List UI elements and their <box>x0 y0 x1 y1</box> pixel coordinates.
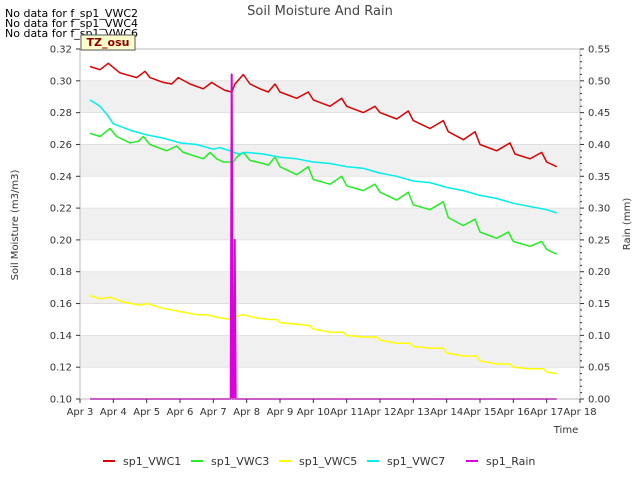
legend-label-sp1_Rain: sp1_Rain <box>486 455 535 468</box>
series-line-sp1_VWC1 <box>89 62 558 168</box>
x-tick-label: Apr 3 <box>67 407 94 418</box>
timezone-label: TZ_osu <box>87 36 130 49</box>
grid-band <box>80 367 580 399</box>
grid-bands <box>80 48 580 400</box>
no-data-notice-vwc2: No data for f_sp1_VWC2 <box>5 7 139 20</box>
x-tick-label: Apr 4 <box>100 407 127 418</box>
grid-band <box>80 239 580 272</box>
x-tick-label: Apr 14 <box>430 407 463 418</box>
legend-label-sp1_VWC7: sp1_VWC7 <box>387 455 445 468</box>
no-data-notice-vwc4: No data for f_sp1_VWC4 <box>5 17 139 30</box>
x-tick-label: Apr 13 <box>397 407 430 418</box>
y2-tick-label: 0.40 <box>588 140 610 151</box>
x-tick-label: Apr 17 <box>530 407 563 418</box>
x-tick-label: Apr 16 <box>497 407 530 418</box>
y2-axis-title: Rain (mm) <box>622 198 633 251</box>
x-tick-label: Apr 8 <box>233 407 260 418</box>
series-line-sp1_VWC7 <box>89 99 557 214</box>
grid-band <box>80 80 580 113</box>
series-line-sp1_VWC5 <box>89 294 557 375</box>
y-tick-label: 0.16 <box>50 299 72 310</box>
legend-label-sp1_VWC1: sp1_VWC1 <box>123 455 181 468</box>
y2-tick-label: 0.10 <box>588 331 610 342</box>
x-tick-label: Apr 11 <box>330 407 363 418</box>
plot-frame <box>79 48 581 400</box>
grid-band <box>80 208 580 240</box>
x-tick-label: Apr 10 <box>297 407 330 418</box>
grid-band <box>80 49 580 81</box>
y-axis-left: 0.10 0.12 0.14 0.16 0.18 0.20 0.22 0.24 0.26 0.28… <box>50 45 80 406</box>
y-tick-label: 0.10 <box>50 395 72 406</box>
y2-tick-label: 0.45 <box>588 108 610 119</box>
y2-tick-label: 0.25 <box>588 235 610 246</box>
y-tick-label: 0.30 <box>50 76 72 87</box>
grid-band <box>80 112 580 145</box>
y-axis-right: 0.00 0.05 0.10 0.15 0.20 0.25 0.30 0.35 0.40 0.45… <box>580 45 610 406</box>
grid-band <box>80 144 580 177</box>
grid-band <box>80 176 580 209</box>
y2-tick-label: 0.05 <box>588 363 610 374</box>
y2-tick-label: 0.50 <box>588 76 610 87</box>
legend-label-sp1_VWC5: sp1_VWC5 <box>299 455 357 468</box>
y2-tick-label: 0.55 <box>588 45 610 56</box>
y2-tick-label: 0.35 <box>588 172 610 183</box>
x-axis: Apr 3 Apr 4 Apr 5 Apr 6 Apr 7 Apr 8 Apr 9 Apr 1… <box>67 399 597 418</box>
y-tick-label: 0.20 <box>50 235 72 246</box>
y-tick-label: 0.26 <box>50 140 72 151</box>
x-tick-label: Apr 12 <box>363 407 396 418</box>
y-tick-label: 0.22 <box>50 204 72 215</box>
grid-band <box>80 271 580 304</box>
series-line-sp1_VWC3 <box>89 127 558 255</box>
y2-tick-label: 0.30 <box>588 204 610 215</box>
legend: sp1_VWC1 sp1_VWC3 sp1_VWC5 sp1_VWC7 sp1_Rain <box>103 455 535 468</box>
x-tick-label: Apr 18 <box>563 407 596 418</box>
y2-tick-label: 0.20 <box>588 267 610 278</box>
y-tick-label: 0.32 <box>50 45 72 56</box>
x-axis-title: Time <box>553 425 578 436</box>
y-tick-label: 0.28 <box>50 108 72 119</box>
y-tick-label: 0.24 <box>50 172 72 183</box>
y2-tick-label: 0.00 <box>588 395 610 406</box>
x-tick-label: Apr 15 <box>463 407 496 418</box>
x-tick-label: Apr 6 <box>167 407 194 418</box>
x-tick-label: Apr 7 <box>200 407 227 418</box>
legend-label-sp1_VWC3: sp1_VWC3 <box>211 455 269 468</box>
chart-title: Soil Moisture And Rain <box>247 4 393 19</box>
y-tick-label: 0.12 <box>50 363 72 374</box>
x-tick-label: Apr 9 <box>267 407 294 418</box>
y-tick-label: 0.14 <box>50 331 72 342</box>
grid-band <box>80 303 580 336</box>
timezone-badge <box>80 34 136 51</box>
grid-band <box>80 335 580 368</box>
x-tick-label: Apr 5 <box>133 407 160 418</box>
y-axis-title: Soil Moisture (m3/m3) <box>10 170 21 281</box>
y-tick-label: 0.18 <box>50 267 72 278</box>
y2-tick-label: 0.15 <box>588 299 610 310</box>
